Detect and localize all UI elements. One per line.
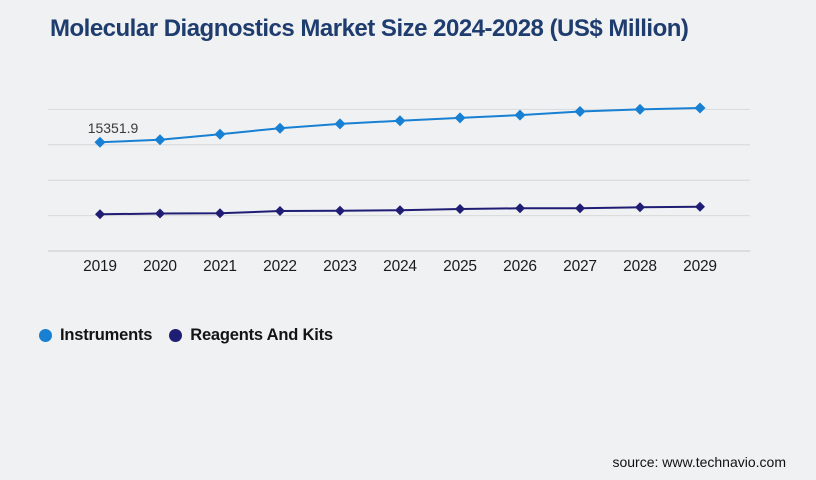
x-axis-label-2026: 2026 — [503, 258, 537, 275]
x-axis-label-2027: 2027 — [563, 258, 597, 275]
x-axis-label-2020: 2020 — [143, 258, 177, 275]
marker-instruments-2026 — [514, 109, 526, 121]
marker-reagents-and-kits-2019 — [95, 209, 105, 220]
legend-marker-icon — [169, 329, 183, 342]
marker-reagents-and-kits-2027 — [575, 203, 585, 214]
legend-label: Instruments — [60, 326, 153, 344]
x-axis-label-2029: 2029 — [683, 258, 717, 275]
x-axis-label-2019: 2019 — [83, 258, 117, 275]
x-axis-label-2028: 2028 — [623, 258, 657, 275]
marker-instruments-2023 — [334, 118, 346, 130]
marker-reagents-and-kits-2024 — [395, 205, 405, 216]
legend-marker-icon — [39, 329, 52, 342]
x-axis-label-2025: 2025 — [443, 258, 477, 275]
marker-instruments-2019 — [94, 136, 106, 148]
legend: Instruments Reagents And Kits — [39, 326, 333, 345]
marker-instruments-2028 — [634, 103, 646, 115]
marker-reagents-and-kits-2028 — [635, 202, 645, 213]
x-axis-label-2021: 2021 — [203, 258, 237, 275]
marker-instruments-2029 — [694, 102, 706, 114]
legend-label: Reagents And Kits — [190, 326, 333, 344]
marker-reagents-and-kits-2020 — [155, 208, 165, 219]
point-data-label: 15351.9 — [88, 120, 139, 136]
legend-item-reagents-and-kits: Reagents And Kits — [169, 326, 333, 345]
marker-reagents-and-kits-2021 — [215, 208, 225, 219]
legend-item-instruments: Instruments — [39, 326, 152, 345]
marker-instruments-2025 — [454, 112, 466, 124]
chart-title: Molecular Diagnostics Market Size 2024-2… — [50, 15, 689, 42]
source-attribution: source: www.technavio.com — [612, 454, 786, 470]
marker-reagents-and-kits-2023 — [335, 205, 345, 216]
marker-instruments-2027 — [574, 106, 586, 117]
x-axis-label-2023: 2023 — [323, 258, 357, 275]
marker-instruments-2022 — [274, 122, 286, 134]
marker-reagents-and-kits-2022 — [275, 206, 285, 216]
x-axis-label-2024: 2024 — [383, 258, 417, 275]
marker-reagents-and-kits-2026 — [515, 203, 525, 214]
marker-reagents-and-kits-2029 — [695, 201, 705, 212]
x-axis-label-2022: 2022 — [263, 258, 297, 275]
marker-instruments-2021 — [214, 128, 226, 140]
marker-instruments-2020 — [154, 134, 166, 146]
marker-reagents-and-kits-2025 — [455, 204, 465, 214]
marker-instruments-2024 — [394, 115, 406, 127]
